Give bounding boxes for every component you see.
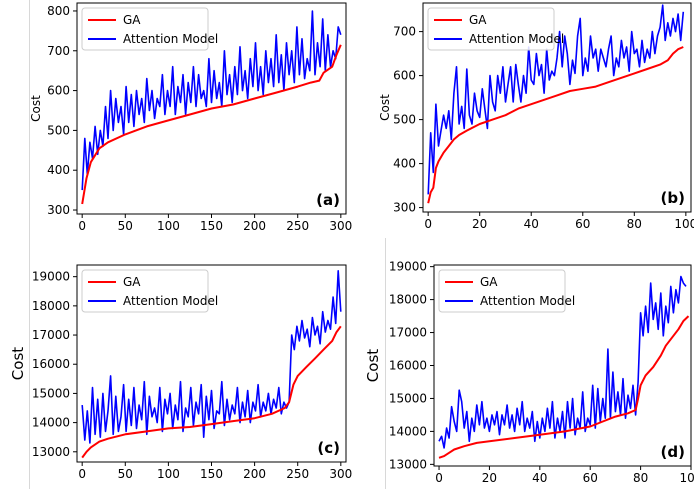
x-tick-label: 80: [627, 217, 642, 231]
x-tick-label: 80: [633, 471, 648, 485]
y-tick-label: 14000: [389, 424, 427, 438]
y-tick-label: 14000: [32, 416, 70, 430]
x-tick-label: 200: [243, 467, 266, 481]
y-axis-label: Cost: [378, 94, 392, 121]
legend-label: GA: [480, 275, 498, 289]
panel-separator-middle: [385, 238, 386, 489]
y-axis-label: Cost: [9, 347, 27, 380]
chart-panel-d: 0 20 40 60 80 100 13000 14000 15000 16000 17000 180…: [364, 260, 694, 485]
x-tick-label: 0: [424, 217, 432, 231]
x-tick-label: 100: [157, 467, 180, 481]
y-axis-label: Cost: [364, 349, 382, 382]
y-tick-label: 18000: [32, 299, 70, 313]
x-tick-label: 40: [532, 471, 547, 485]
chart-panel-c: 0 50 100 150 200 250 300 13000 14000 15000 16000 17…: [9, 264, 352, 481]
y-tick-label: 13000: [32, 445, 70, 459]
series-line-attention-model: [81, 269, 342, 444]
x-tick-label: 250: [286, 219, 309, 233]
y-tick-label: 15000: [32, 386, 70, 400]
x-tick-label: 50: [118, 219, 133, 233]
panel-separator-left: [29, 0, 30, 489]
panel-label: (d): [661, 443, 685, 461]
legend-label: Attention Model: [123, 32, 218, 46]
y-tick-label: 700: [47, 44, 70, 58]
y-tick-label: 300: [393, 201, 416, 215]
x-tick-label: 200: [243, 219, 266, 233]
panel-label: (a): [316, 191, 340, 209]
y-tick-label: 19000: [32, 270, 70, 284]
x-tick-label: 100: [680, 471, 694, 485]
y-tick-label: 16000: [32, 357, 70, 371]
x-tick-label: 60: [583, 471, 598, 485]
series-line-attention-model: [427, 4, 685, 195]
y-tick-label: 700: [393, 25, 416, 39]
x-tick-label: 100: [674, 217, 694, 231]
panel-label: (c): [317, 439, 340, 457]
x-tick-label: 300: [329, 467, 352, 481]
panel-label: (b): [661, 189, 685, 207]
x-tick-label: 0: [435, 471, 443, 485]
series-line-attention-model: [81, 10, 342, 191]
y-tick-label: 17000: [389, 326, 427, 340]
y-tick-label: 15000: [389, 391, 427, 405]
y-tick-label: 400: [47, 163, 70, 177]
x-tick-label: 150: [200, 467, 223, 481]
x-tick-label: 0: [78, 219, 86, 233]
y-tick-label: 600: [47, 84, 70, 98]
chart-panel-b: 0 20 40 60 80 100 300 400 500 600 700 Cost GA Attenti…: [378, 2, 694, 231]
legend-label: GA: [123, 275, 141, 289]
series-line-ga: [427, 46, 684, 204]
x-tick-label: 300: [329, 219, 352, 233]
x-tick-label: 60: [575, 217, 590, 231]
x-tick-label: 250: [286, 467, 309, 481]
y-tick-label: 400: [393, 157, 416, 171]
y-tick-label: 18000: [389, 293, 427, 307]
x-tick-label: 100: [157, 219, 180, 233]
y-tick-label: 16000: [389, 359, 427, 373]
legend-label: Attention Model: [469, 32, 564, 46]
y-axis-label: Cost: [29, 95, 43, 122]
chart-panel-a: 0 50 100 150 200 250 300 300 400 500 600 700 800 Cost…: [29, 2, 352, 233]
series-line-attention-model: [438, 275, 687, 449]
legend-label: GA: [123, 13, 141, 27]
y-tick-label: 600: [393, 69, 416, 83]
legend-label: GA: [469, 13, 487, 27]
y-tick-label: 17000: [32, 328, 70, 342]
y-tick-label: 13000: [389, 457, 427, 471]
y-tick-label: 19000: [389, 260, 427, 274]
x-tick-label: 40: [524, 217, 539, 231]
legend-label: Attention Model: [480, 294, 575, 308]
x-tick-label: 150: [200, 219, 223, 233]
x-tick-label: 50: [118, 467, 133, 481]
legend-label: Attention Model: [123, 294, 218, 308]
series-line-ga: [438, 315, 690, 459]
y-tick-label: 500: [47, 123, 70, 137]
y-tick-label: 300: [47, 203, 70, 217]
x-tick-label: 20: [482, 471, 497, 485]
x-tick-label: 0: [78, 467, 86, 481]
y-tick-label: 500: [393, 113, 416, 127]
series-line-ga: [81, 325, 342, 459]
x-tick-label: 20: [472, 217, 487, 231]
series-line-ga: [81, 44, 342, 205]
y-tick-label: 800: [47, 4, 70, 18]
